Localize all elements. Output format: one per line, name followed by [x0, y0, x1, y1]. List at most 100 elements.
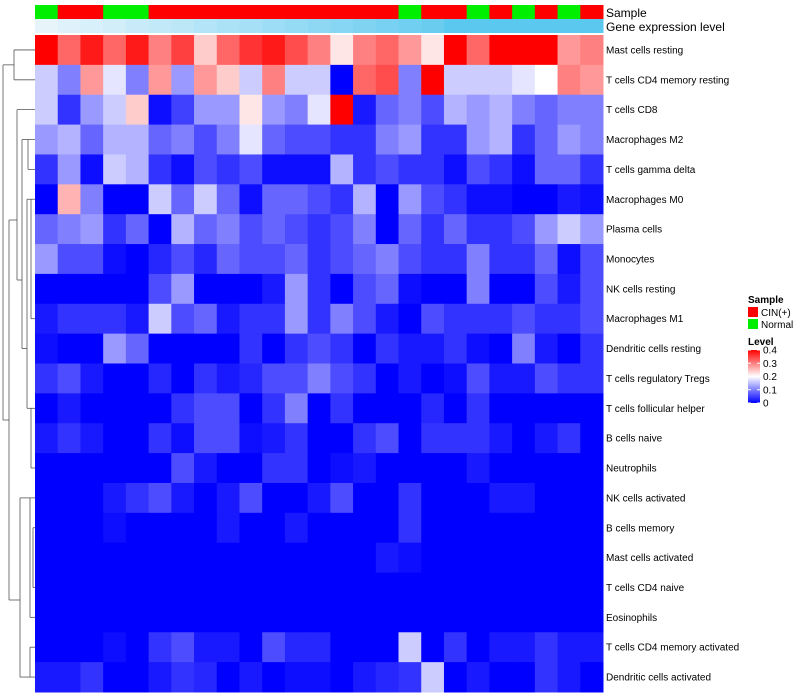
- sample-cell: [398, 5, 422, 19]
- heatmap-cell: [148, 303, 172, 335]
- heatmap-cell: [171, 632, 195, 663]
- gene-expression-cell: [421, 19, 445, 33]
- heatmap-cell: [375, 184, 400, 215]
- heatmap-cell: [216, 363, 240, 394]
- heatmap-cell: [194, 154, 218, 185]
- heatmap-cell: [148, 124, 172, 155]
- heatmap-cell: [330, 64, 354, 96]
- heatmap-cell: [307, 602, 331, 633]
- heatmap-cell: [466, 482, 490, 514]
- heatmap-cell: [57, 453, 81, 484]
- heatmap-cell: [284, 154, 309, 185]
- heatmap-cell: [284, 542, 309, 574]
- heatmap-cell: [489, 572, 513, 603]
- gene-expression-cell: [194, 19, 218, 33]
- heatmap-cell: [330, 482, 354, 514]
- heatmap-cell: [580, 482, 604, 514]
- heatmap-cell: [216, 482, 240, 514]
- heatmap-cell: [216, 64, 240, 96]
- level-tick-label: 0.4: [763, 346, 777, 357]
- heatmap-cell: [194, 572, 218, 603]
- legend-level-title: Level: [748, 337, 774, 348]
- heatmap-cell: [557, 64, 581, 96]
- heatmap-cell: [284, 94, 309, 126]
- heatmap-cell: [148, 632, 172, 663]
- heatmap-cell: [398, 542, 422, 574]
- heatmap-cell: [57, 482, 81, 514]
- heatmap-cell: [57, 333, 81, 364]
- row-label: T cells follicular helper: [606, 404, 705, 415]
- sample-cell: [375, 5, 400, 19]
- heatmap-cell: [330, 333, 354, 364]
- heatmap-cell: [489, 482, 513, 514]
- heatmap-cell: [353, 423, 377, 454]
- heatmap-cell: [375, 572, 400, 603]
- heatmap-cell: [466, 64, 490, 96]
- heatmap-cell: [262, 94, 286, 126]
- row-labels: Mast cells resting T cells CD4 memory res…: [606, 45, 739, 683]
- heatmap-cell: [262, 662, 286, 693]
- heatmap-cell: [489, 35, 513, 66]
- heatmap-cell: [398, 124, 422, 155]
- heatmap-cell: [307, 244, 331, 275]
- heatmap-cell: [35, 184, 59, 215]
- gene-expression-cell: [398, 19, 422, 33]
- heatmap-cell: [35, 572, 59, 603]
- legend-sample-title: Sample: [748, 295, 784, 306]
- heatmap-cell: [512, 482, 536, 514]
- heatmap-cell: [239, 423, 263, 454]
- heatmap-cell: [353, 154, 377, 185]
- heatmap-cell: [194, 273, 218, 305]
- heatmap-cell: [421, 482, 445, 514]
- gene-expression-cell: [466, 19, 490, 33]
- heatmap-cell: [489, 273, 513, 305]
- heatmap-cell: [466, 184, 490, 215]
- heatmap-cell: [512, 602, 536, 633]
- heatmap-cell: [103, 632, 127, 663]
- heatmap-cell: [375, 662, 400, 693]
- heatmap-cell: [443, 453, 468, 484]
- gene-expression-cell: [307, 19, 331, 33]
- heatmap-cell: [534, 423, 559, 454]
- gene-expression-cell: [284, 19, 309, 33]
- heatmap-cell: [466, 214, 490, 245]
- heatmap-cell: [103, 154, 127, 185]
- heatmap-cell: [284, 662, 309, 693]
- heatmap-cell: [512, 154, 536, 185]
- heatmap-cell: [353, 35, 377, 66]
- heatmap-cells: [35, 35, 604, 693]
- heatmap-cell: [421, 453, 445, 484]
- heatmap-cell: [125, 482, 150, 514]
- row-label: T cells regulatory Tregs: [606, 374, 710, 385]
- sample-cell: [307, 5, 331, 19]
- heatmap-cell: [171, 303, 195, 335]
- heatmap-cell: [148, 572, 172, 603]
- heatmap-cell: [353, 512, 377, 544]
- heatmap-cell: [330, 244, 354, 275]
- heatmap-cell: [284, 393, 309, 424]
- heatmap-cell: [512, 35, 536, 66]
- heatmap-cell: [489, 363, 513, 394]
- sample-cell: [330, 5, 354, 19]
- heatmap-cell: [171, 214, 195, 245]
- heatmap-cell: [375, 333, 400, 364]
- heatmap-cell: [443, 482, 468, 514]
- heatmap-cell: [35, 124, 59, 155]
- heatmap-cell: [35, 542, 59, 574]
- heatmap-cell: [239, 184, 263, 215]
- heatmap-cell: [148, 35, 172, 66]
- heatmap-cell: [148, 542, 172, 574]
- heatmap-cell: [103, 94, 127, 126]
- heatmap-cell: [534, 602, 559, 633]
- heatmap-cell: [353, 363, 377, 394]
- heatmap-cell: [194, 393, 218, 424]
- row-label: Neutrophils: [606, 464, 657, 475]
- heatmap-cell: [443, 393, 468, 424]
- heatmap-cell: [171, 393, 195, 424]
- heatmap-cell: [103, 572, 127, 603]
- heatmap-cell: [580, 94, 604, 126]
- heatmap-cell: [148, 482, 172, 514]
- heatmap-cell: [194, 64, 218, 96]
- heatmap-cell: [239, 333, 263, 364]
- heatmap-cell: [375, 453, 400, 484]
